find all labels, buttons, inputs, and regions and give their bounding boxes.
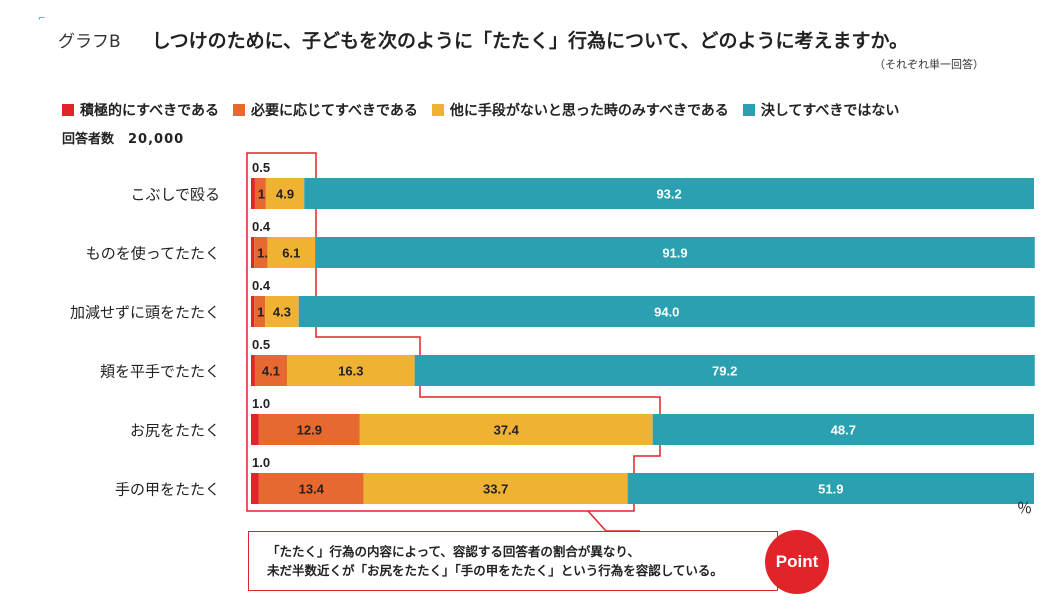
respondent-label: 回答者数	[62, 132, 115, 147]
legend-item-3: 他に手段がないと思った時のみすべきである	[431, 100, 729, 120]
callout-line-1: 「たたく」行為の内容によって、容認する回答者の割合が異なり、	[267, 544, 640, 559]
data-label: 12.9	[297, 423, 322, 438]
bar-segment	[251, 355, 255, 386]
data-label: 91.9	[662, 246, 687, 261]
legend-label-2: 必要に応じてすべきである	[251, 103, 418, 119]
bar-segment	[258, 414, 360, 445]
data-label: 4.3	[273, 305, 291, 320]
title-row: グラフB しつけのために、子どもを次のように「たたく」行為について、どのように考…	[58, 26, 908, 53]
answer-type-note: （それぞれ単一回答）	[874, 58, 984, 71]
data-label: 0.4	[252, 219, 271, 234]
bar-segment	[254, 237, 268, 268]
bar-segment	[251, 414, 259, 445]
bar-segment	[363, 473, 628, 504]
point-callout: 「たたく」行為の内容によって、容認する回答者の割合が異なり、 未だ半数近くが「お…	[248, 531, 778, 591]
callout-pointer	[587, 510, 640, 532]
data-label: 79.2	[712, 364, 737, 379]
data-label: 6.1	[282, 246, 300, 261]
data-label: 16.3	[338, 364, 363, 379]
bar-segment	[251, 178, 255, 209]
category-label: こぶしで殴る	[130, 186, 220, 204]
legend-swatch-1	[62, 104, 74, 116]
bar-segment	[315, 237, 1035, 268]
bar-segment	[304, 178, 1034, 209]
bar-segment	[254, 178, 266, 209]
bar-segment	[414, 355, 1035, 386]
page-title: しつけのために、子どもを次のように「たたく」行為について、どのように考えますか。	[151, 30, 909, 52]
legend-label-4: 決してすべきではない	[760, 103, 900, 119]
category-label: 加減せずに頭をたたく	[70, 304, 220, 322]
data-label: 1.0	[252, 396, 270, 411]
category-label: 頬を平手でたたく	[100, 363, 220, 381]
corner-mark: ⌐	[38, 14, 46, 24]
legend-swatch-3	[431, 104, 444, 116]
legend-item-1: 積極的にすべきである	[62, 100, 219, 120]
bar-segment	[265, 296, 299, 327]
bar-segment	[258, 473, 364, 504]
legend-swatch-4	[742, 104, 755, 116]
data-label: 51.9	[818, 482, 843, 497]
respondent-value: 20,000	[128, 132, 185, 147]
data-label: 4.9	[276, 187, 294, 202]
callout-line-2: 未だ半数近くが「お尻をたたく」「手の甲をたたく」という行為を容認している。	[267, 563, 723, 578]
legend-item-4: 決してすべきではない	[742, 100, 900, 120]
legend-swatch-2	[233, 104, 246, 116]
legend-label-1: 積極的にすべきである	[80, 103, 220, 119]
bar-segment	[627, 473, 1034, 504]
bar-segment	[359, 414, 653, 445]
bar-segment	[287, 355, 415, 386]
bar-segment	[267, 237, 316, 268]
bar-segment	[265, 178, 305, 209]
data-label: 0.5	[252, 337, 270, 352]
unit-label: ％	[1016, 499, 1032, 517]
data-label: 37.4	[494, 423, 520, 438]
respondent-count: 回答者数 20,000	[62, 128, 184, 147]
bar-segment	[251, 237, 255, 268]
category-label: 手の甲をたたく	[115, 481, 220, 499]
bar-segment	[251, 473, 259, 504]
data-label: 1.0	[252, 455, 270, 470]
legend-item-2: 必要に応じてすべきである	[233, 100, 418, 120]
bar-segment	[251, 296, 255, 327]
graph-label: グラフB	[58, 32, 121, 52]
highlight-outline	[246, 152, 661, 512]
bar-segment	[298, 296, 1035, 327]
data-label: 4.1	[262, 364, 280, 379]
data-label: 0.4	[252, 278, 271, 293]
category-label: お尻をたたく	[130, 422, 220, 440]
data-label: 48.7	[831, 423, 856, 438]
legend-label-3: 他に手段がないと思った時のみすべきである	[449, 103, 729, 119]
data-label: 33.7	[483, 482, 508, 497]
bar-segment	[254, 296, 266, 327]
bar-segment	[652, 414, 1034, 445]
data-label: 0.5	[252, 160, 270, 175]
legend: 積極的にすべきである 必要に応じてすべきである 他に手段がないと思った時のみすべ…	[62, 100, 913, 120]
bar-segment	[254, 355, 288, 386]
data-label: 93.2	[656, 187, 681, 202]
point-badge: Point	[765, 530, 829, 594]
data-label: 94.0	[654, 305, 679, 320]
data-label: 13.4	[299, 482, 325, 497]
category-label: ものを使ってたたく	[86, 245, 220, 263]
